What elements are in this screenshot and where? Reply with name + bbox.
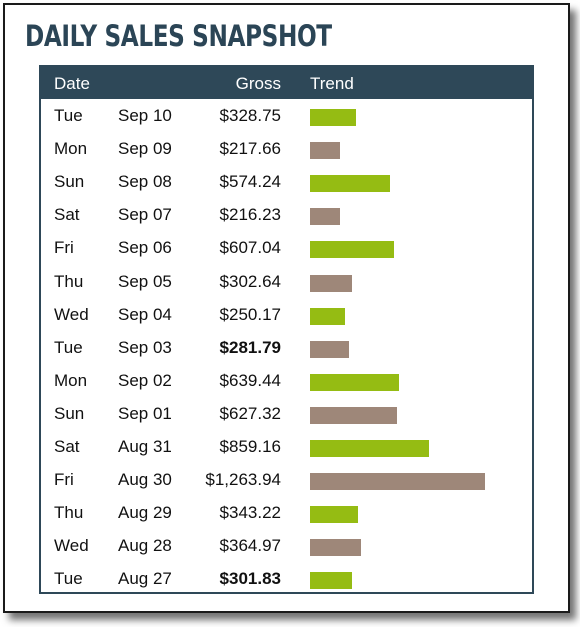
trend-bar <box>310 274 352 292</box>
row-day: Thu <box>54 271 84 291</box>
row-day: Fri <box>54 470 74 490</box>
row-gross: $216.23 <box>219 205 281 225</box>
row-gross: $302.64 <box>219 271 281 291</box>
row-day: Tue <box>54 569 83 589</box>
trend-bar <box>310 175 390 193</box>
row-gross: $343.22 <box>219 503 281 523</box>
table-row: Thu Sep 05 $302.64 <box>41 266 532 299</box>
row-day: Tue <box>54 106 83 125</box>
table-row: Wed Sep 04 $250.17 <box>41 299 532 332</box>
trend-bar <box>310 406 397 424</box>
row-gross: $859.16 <box>219 437 281 456</box>
row-gross: $639.44 <box>219 370 281 390</box>
table-row: Tue Aug 27 $301.83 <box>41 563 532 596</box>
trend-bar <box>310 208 340 226</box>
row-day: Mon <box>54 370 88 390</box>
table-row: Sun Sep 01 $627.32 <box>41 398 532 431</box>
row-gross: $1,263.94 <box>205 470 281 490</box>
table-row: Mon Sep 02 $639.44 <box>41 365 532 398</box>
trend-bar <box>310 307 345 325</box>
table-row: Sat Aug 31 $859.16 <box>41 431 532 464</box>
row-gross: $364.97 <box>219 536 281 556</box>
row-gross: $250.17 <box>219 304 281 324</box>
row-date: Sep 08 <box>118 172 172 192</box>
row-date: Sep 06 <box>118 238 172 258</box>
row-date: Aug 30 <box>118 470 172 490</box>
trend-bar <box>310 142 340 160</box>
table-row: Sat Sep 07 $216.23 <box>41 199 532 232</box>
header-trend: Trend <box>310 74 354 93</box>
row-gross: $607.04 <box>219 238 281 258</box>
row-date: Sep 09 <box>118 139 172 159</box>
trend-bar <box>310 340 349 358</box>
trend-bar <box>310 440 429 457</box>
table-header: Date Gross Trend <box>41 67 532 99</box>
page-title: DAILY SALES SNAPSHOT <box>25 19 332 53</box>
table-row: Fri Sep 06 $607.04 <box>41 232 532 265</box>
row-date: Sep 03 <box>118 337 172 357</box>
row-day: Fri <box>54 238 74 258</box>
row-date: Sep 01 <box>118 403 172 423</box>
row-gross: $281.79 <box>219 337 281 357</box>
trend-bar <box>310 109 356 126</box>
table-row: Mon Sep 09 $217.66 <box>41 133 532 166</box>
trend-bar <box>310 506 358 524</box>
row-date: Sep 02 <box>118 370 172 390</box>
header-gross: Gross <box>235 74 281 93</box>
row-gross: $574.24 <box>219 172 281 192</box>
row-date: Sep 10 <box>118 106 172 125</box>
row-day: Tue <box>54 337 83 357</box>
row-date: Aug 29 <box>118 503 172 523</box>
table-row: Tue Sep 10 $328.75 <box>41 100 532 133</box>
trend-bar <box>310 539 361 557</box>
row-day: Wed <box>54 304 89 324</box>
row-date: Sep 05 <box>118 271 172 291</box>
sales-table: Date Gross Trend Tue Sep 10 $328.75 Mon Sep … <box>39 65 534 594</box>
header-date: Date <box>54 74 90 93</box>
row-day: Sat <box>54 205 80 225</box>
table-row: Thu Aug 29 $343.22 <box>41 497 532 530</box>
row-day: Sun <box>54 403 85 423</box>
row-day: Sat <box>54 437 80 456</box>
row-gross: $217.66 <box>219 139 281 159</box>
snapshot-frame: DAILY SALES SNAPSHOT Date Gross Trend Tu… <box>3 3 570 613</box>
row-day: Thu <box>54 503 84 523</box>
table-row: Fri Aug 30 $1,263.94 <box>41 464 532 497</box>
row-day: Sun <box>54 172 85 192</box>
row-date: Aug 31 <box>118 437 172 456</box>
row-date: Aug 28 <box>118 536 172 556</box>
trend-bar <box>310 241 394 259</box>
row-date: Sep 07 <box>118 205 172 225</box>
row-gross: $627.32 <box>219 403 281 423</box>
table-row: Wed Aug 28 $364.97 <box>41 530 532 563</box>
row-gross: $301.83 <box>219 569 281 589</box>
row-day: Wed <box>54 536 89 556</box>
row-gross: $328.75 <box>219 106 281 125</box>
row-date: Aug 27 <box>118 569 172 589</box>
trend-bar <box>310 373 399 391</box>
table-row: Tue Sep 03 $281.79 <box>41 332 532 365</box>
table-row: Sun Sep 08 $574.24 <box>41 166 532 199</box>
row-date: Sep 04 <box>118 304 172 324</box>
row-day: Mon <box>54 139 88 159</box>
trend-bar <box>310 473 485 491</box>
trend-bar <box>310 572 352 590</box>
